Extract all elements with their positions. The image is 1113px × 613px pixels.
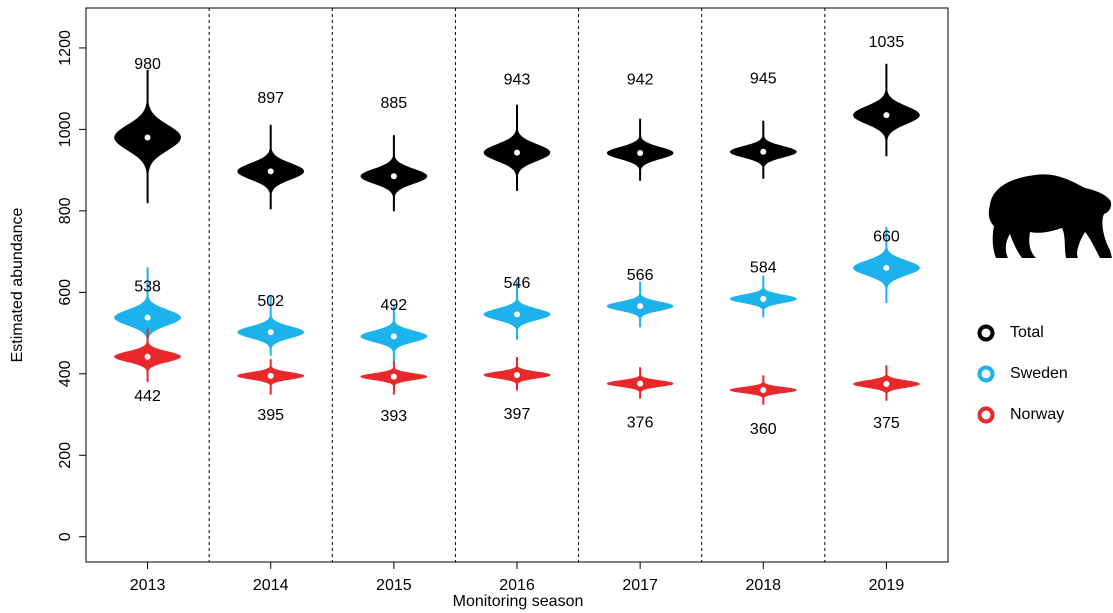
- value-label: 980: [134, 56, 161, 73]
- value-label: 395: [257, 407, 284, 424]
- legend-label: Norway: [1010, 406, 1064, 423]
- x-tick-label: 2015: [376, 577, 412, 594]
- legend-label: Total: [1010, 324, 1044, 341]
- y-tick-label: 1200: [57, 30, 74, 66]
- x-tick-label: 2018: [745, 577, 781, 594]
- x-tick-label: 2016: [499, 577, 535, 594]
- legend-marker: [977, 324, 995, 342]
- value-label: 393: [381, 408, 408, 425]
- y-axis-label: Estimated abundance: [9, 208, 26, 363]
- median-dot: [637, 380, 644, 387]
- violin: [114, 267, 181, 348]
- value-label: 566: [627, 267, 654, 284]
- median-dot: [883, 380, 890, 387]
- violin: [606, 118, 674, 181]
- median-dot: [144, 314, 151, 321]
- median-dot: [637, 150, 644, 157]
- median-dot: [390, 373, 397, 380]
- value-label: 942: [627, 72, 654, 89]
- x-tick-label: 2017: [622, 577, 658, 594]
- median-dot: [267, 372, 274, 379]
- value-label: 897: [257, 90, 284, 107]
- median-dot: [883, 112, 890, 119]
- y-tick-label: 1000: [57, 111, 74, 147]
- value-label: 442: [134, 388, 161, 405]
- violin: [237, 296, 305, 356]
- value-label: 584: [750, 260, 777, 277]
- violin: [853, 63, 920, 157]
- value-label: 546: [504, 275, 531, 292]
- median-dot: [144, 134, 151, 141]
- value-label: 885: [381, 95, 408, 112]
- violin: [483, 281, 551, 340]
- median-dot: [267, 329, 274, 336]
- median-dot: [267, 168, 274, 175]
- x-axis-label: Monitoring season: [453, 593, 584, 610]
- x-tick-label: 2013: [130, 577, 166, 594]
- value-label: 376: [627, 415, 654, 432]
- wolverine-icon: [988, 174, 1112, 258]
- value-label: 538: [134, 278, 161, 295]
- median-dot: [514, 311, 520, 318]
- y-tick-label: 0: [57, 532, 74, 541]
- median-dot: [390, 333, 397, 340]
- median-dot: [637, 303, 644, 310]
- value-label: 1035: [869, 34, 905, 51]
- y-tick-label: 400: [57, 360, 74, 387]
- legend-marker: [977, 406, 995, 424]
- y-tick-label: 600: [57, 279, 74, 306]
- value-label: 660: [873, 229, 900, 246]
- value-label: 375: [873, 415, 900, 432]
- median-dot: [883, 264, 890, 271]
- median-dot: [760, 387, 767, 394]
- median-dot: [514, 372, 520, 379]
- legend-label: Sweden: [1010, 365, 1068, 382]
- value-label: 943: [504, 71, 531, 88]
- violin: [853, 226, 920, 303]
- violin: [360, 304, 428, 362]
- violin: [360, 135, 428, 212]
- median-dot: [144, 353, 151, 360]
- median-dot: [760, 148, 767, 155]
- value-label: 945: [750, 71, 777, 88]
- violin: [483, 104, 551, 191]
- value-label: 502: [257, 293, 284, 310]
- value-label: 360: [750, 421, 777, 438]
- median-dot: [760, 295, 767, 302]
- median-dot: [390, 173, 397, 180]
- x-tick-label: 2014: [253, 577, 289, 594]
- value-label: 397: [504, 406, 531, 423]
- y-tick-label: 800: [57, 197, 74, 224]
- x-tick-label: 2019: [869, 577, 905, 594]
- y-tick-label: 200: [57, 442, 74, 469]
- legend-marker: [977, 365, 995, 383]
- median-dot: [514, 149, 520, 156]
- value-label: 492: [381, 297, 408, 314]
- violin: [237, 124, 305, 210]
